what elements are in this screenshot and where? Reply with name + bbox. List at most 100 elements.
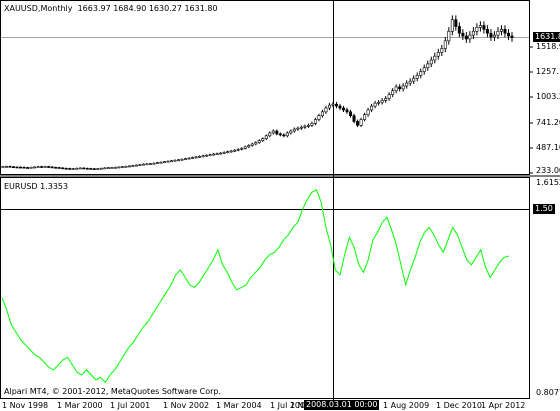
candle (271, 129, 275, 135)
candle (454, 15, 458, 31)
candle (412, 75, 416, 84)
candle (363, 112, 367, 122)
candle (134, 164, 138, 167)
x-tick-label: 1 Nov 1998 (2, 401, 49, 410)
candle (187, 157, 191, 160)
x-tick-label: 1 Nov 2002 (163, 401, 210, 410)
candle (415, 72, 419, 82)
candle (464, 32, 468, 43)
candle (61, 167, 65, 170)
candle (96, 167, 100, 170)
candle (401, 83, 405, 92)
candle (113, 166, 117, 169)
candle (26, 166, 30, 169)
candle (191, 156, 195, 159)
candle (138, 163, 142, 166)
y-tick-label: 1518.90 (536, 42, 560, 51)
candle (394, 84, 398, 94)
eurusd-level-badge: 1.50 (533, 204, 555, 214)
candle (12, 166, 16, 169)
candle (387, 92, 391, 101)
candle (342, 105, 346, 113)
candle (352, 113, 356, 124)
candle (71, 167, 75, 170)
x-tick-label: 1 Nov (290, 401, 314, 410)
candle (398, 84, 402, 92)
candle (440, 44, 444, 56)
candle (334, 101, 338, 109)
candle (447, 27, 451, 45)
bottom-panel-title: EURUSD 1.3353 (4, 182, 69, 191)
candle (212, 153, 216, 156)
x-tick-label: 1 Aug 2009 (383, 401, 430, 410)
candle (117, 166, 121, 169)
candle (50, 166, 54, 169)
x-tick-label: 1 Dec 2010 (436, 401, 483, 410)
candle (169, 159, 173, 163)
candle (257, 139, 261, 144)
y-tick-label: 1003.20 (536, 92, 560, 101)
candle (503, 25, 507, 38)
candle (78, 167, 82, 170)
x-tick-label: 1 Jul 2001 (110, 401, 151, 410)
candle (320, 109, 324, 118)
candle (278, 132, 282, 137)
candle (306, 123, 310, 128)
candle (40, 165, 44, 168)
candle (201, 154, 205, 158)
candle (436, 48, 440, 60)
candle (366, 107, 370, 117)
candle (106, 167, 110, 169)
copyright-footer: Alpari MT4, © 2001-2012, MetaQuotes Soft… (4, 387, 222, 396)
candle (229, 149, 233, 153)
current-price-badge: 1631.80 (533, 32, 560, 42)
candle (99, 167, 103, 170)
candle (506, 29, 510, 41)
candle (243, 145, 247, 150)
eurusd-line (1, 189, 510, 384)
candle (492, 31, 496, 41)
candle (68, 167, 72, 170)
candle (299, 125, 303, 130)
candle (433, 52, 437, 64)
candle (461, 29, 465, 41)
candle (54, 166, 58, 169)
crosshair-date-label: 2008.03.01 00:00 (304, 400, 380, 410)
candle (380, 97, 384, 105)
candle (155, 161, 159, 164)
candle (92, 167, 96, 170)
candle (475, 23, 479, 36)
candle (57, 166, 61, 169)
candle (184, 157, 188, 161)
candle (373, 100, 377, 109)
candle (141, 163, 145, 166)
candle (208, 153, 212, 157)
xauusd-candles (1, 15, 514, 170)
candle (103, 167, 107, 170)
candle (496, 27, 500, 40)
candle (33, 166, 37, 169)
candle (429, 56, 433, 68)
x-tick-label: 1 Mar 2000 (57, 401, 103, 410)
candle (43, 165, 47, 168)
candle (499, 25, 503, 36)
candle (292, 127, 296, 133)
candle (450, 15, 454, 36)
candle (426, 60, 430, 71)
candle (338, 103, 342, 111)
bottom-panel-frame (0, 177, 530, 399)
candle (457, 22, 461, 38)
candle (240, 147, 244, 151)
candle (85, 167, 89, 170)
y-tick-label: 233.00 (536, 166, 560, 175)
candle (356, 119, 360, 128)
candle (349, 109, 353, 118)
candle (419, 68, 423, 79)
candle (268, 131, 272, 138)
candle (8, 165, 12, 168)
candle (159, 161, 163, 164)
x-tick-label: 1 Apr 2012 (481, 401, 526, 410)
y-axis-ticks (529, 46, 533, 174)
x-tick-label: 1 Mar 2004 (216, 401, 262, 410)
